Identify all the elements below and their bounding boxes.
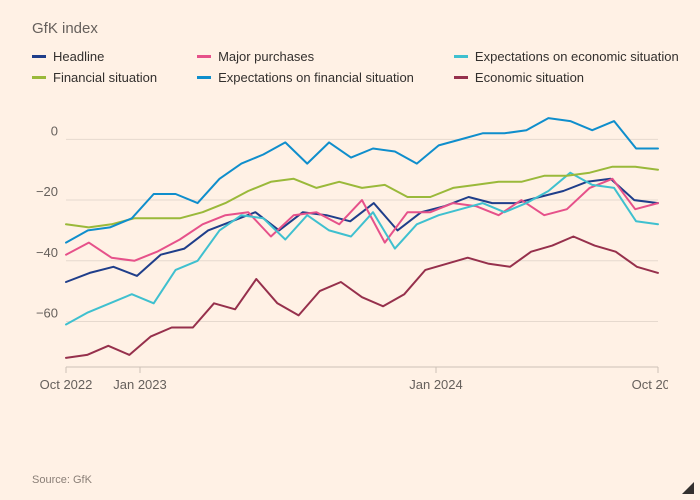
plot-svg: 0 −20 −40 −60 Oct 2022 Jan 2023 Jan 2024 Oct 20… [32, 93, 668, 403]
legend-item-economic_situation: Economic situation [454, 70, 679, 85]
legend-swatch-icon [197, 55, 211, 58]
series-line-exp_econ [66, 173, 658, 325]
chart-title: GfK index [32, 20, 668, 37]
plot-area: 0 −20 −40 −60 Oct 2022 Jan 2023 Jan 2024 Oct 20… [32, 93, 668, 403]
legend-swatch-icon [454, 76, 468, 79]
series-line-financial_situation [66, 167, 658, 228]
legend-swatch-icon [454, 55, 468, 58]
series-line-economic_situation [66, 237, 658, 358]
legend-label: Expectations on financial situation [218, 70, 414, 85]
legend-item-exp_fin: Expectations on financial situation [197, 70, 414, 85]
legend-label: Economic situation [475, 70, 584, 85]
y-axis-label: −60 [36, 305, 58, 320]
legend-label: Major purchases [218, 49, 314, 64]
corner-mark-icon [682, 482, 694, 494]
legend-item-major_purchases: Major purchases [197, 49, 414, 64]
legend: HeadlineMajor purchasesExpectations on e… [32, 49, 668, 85]
x-axis-label: Oct 2022 [40, 377, 93, 392]
legend-item-financial_situation: Financial situation [32, 70, 157, 85]
legend-swatch-icon [32, 76, 46, 79]
legend-label: Financial situation [53, 70, 157, 85]
x-axis-label: Jan 2023 [113, 377, 167, 392]
legend-item-headline: Headline [32, 49, 157, 64]
legend-item-exp_econ: Expectations on economic situation [454, 49, 679, 64]
legend-swatch-icon [197, 76, 211, 79]
series-line-major_purchases [66, 179, 658, 261]
legend-label: Headline [53, 49, 104, 64]
source-line: Source: GfK [32, 474, 92, 486]
x-axis-label: Oct 2024 [632, 377, 668, 392]
y-axis-label: −40 [36, 245, 58, 260]
y-axis-label: −20 [36, 184, 58, 199]
source-prefix: Source: [32, 474, 73, 486]
y-axis-label: 0 [51, 123, 58, 138]
x-axis-label: Jan 2024 [409, 377, 463, 392]
gfk-chart: GfK index Headline Major purchases Expecta… [0, 0, 700, 500]
legend-label: Expectations on economic situation [475, 49, 679, 64]
source-text: GfK [73, 474, 92, 486]
legend-swatch-icon [32, 55, 46, 58]
